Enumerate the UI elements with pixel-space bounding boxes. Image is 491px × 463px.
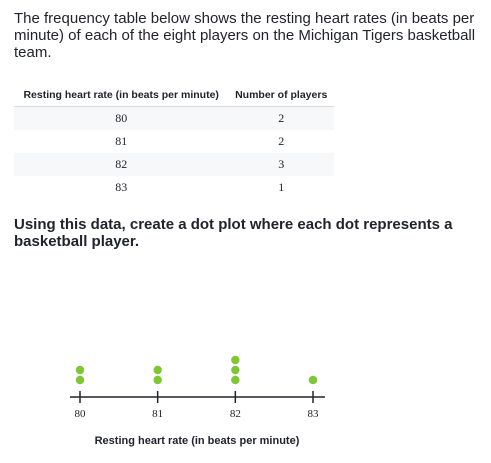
cell-rate: 81 (115, 134, 128, 148)
tick-label: 82 (230, 408, 241, 420)
header-number-of-players: Number of players (228, 86, 334, 107)
plot-dot[interactable] (231, 375, 240, 385)
cell-count: 2 (278, 134, 285, 148)
plot-dot[interactable] (231, 365, 240, 375)
plot-dot[interactable] (75, 375, 85, 385)
cell-count: 2 (228, 106, 334, 130)
table-row: 83 1 (14, 176, 334, 199)
table-header-row: Resting heart rate (in beats per minute)… (14, 86, 334, 107)
x-axis-label: Resting heart rate (in beats per minute) (95, 435, 300, 447)
cell-count: 3 (228, 153, 334, 176)
cell-rate: 80 (14, 106, 229, 130)
plot-dot[interactable] (308, 375, 318, 385)
axis-ticks: 80 81 82 83 (75, 391, 320, 420)
header-heart-rate: Resting heart rate (in beats per minute) (14, 86, 229, 107)
dot-plot[interactable]: 80 81 82 83 Resting heart rate (in beats pe… (0, 340, 491, 460)
cell-rate: 83 (115, 180, 128, 194)
tick-label: 83 (308, 408, 320, 420)
cell-count: 1 (278, 180, 285, 194)
plot-dots[interactable] (75, 355, 318, 385)
prompt-text: Using this data, create a dot plot where… (14, 216, 453, 250)
plot-dot[interactable] (153, 365, 162, 375)
table-row: 80 2 (14, 106, 334, 130)
intro-text: The frequency table below shows the rest… (14, 10, 476, 61)
tick-label: 80 (75, 408, 87, 420)
table-row: 82 3 (14, 153, 334, 176)
table-row: 81 2 (14, 130, 334, 153)
plot-dot[interactable] (153, 375, 162, 385)
plot-dot[interactable] (231, 355, 240, 365)
frequency-table: Resting heart rate (in beats per minute)… (14, 86, 334, 199)
cell-rate: 82 (14, 153, 229, 176)
tick-label: 81 (152, 408, 163, 420)
plot-dot[interactable] (75, 365, 85, 375)
